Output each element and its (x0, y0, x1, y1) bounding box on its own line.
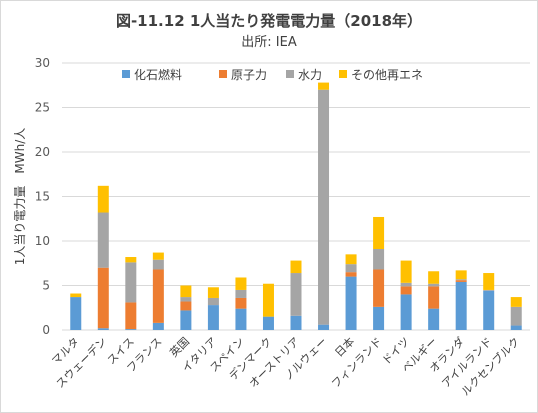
gridlines (62, 62, 530, 331)
bar-segment-3 (180, 297, 192, 302)
legend: 化石燃料 原子力 水力 その他再エネ (122, 67, 423, 82)
bar-segment-1 (510, 325, 522, 330)
y-tick-labels: 0 5 10 15 20 25 30 (35, 56, 50, 337)
legend-swatch (219, 70, 227, 78)
bar-segment-4 (455, 270, 467, 280)
y-tick-label: 0 (42, 323, 50, 337)
y-axis-label: 1人当り電力量 MWh/人 (13, 128, 27, 266)
bars (70, 82, 522, 330)
bar-segment-1 (318, 324, 330, 330)
legend-swatch (286, 70, 294, 78)
bar-segment-1 (455, 281, 467, 330)
bar-segment-3 (373, 249, 385, 270)
bar-segment-1 (428, 308, 440, 330)
bar-segment-4 (97, 185, 109, 213)
bar-segment-3 (345, 264, 357, 273)
bar-segment-3 (125, 262, 137, 303)
bar-segment-2 (152, 269, 164, 323)
bar-segment-1 (125, 329, 137, 330)
bar-segment-1 (70, 297, 82, 330)
bar-segment-3 (235, 289, 247, 298)
bar-segment-1 (345, 276, 357, 330)
chart-subtitle: 出所: IEA (241, 35, 297, 50)
bar-segment-3 (428, 283, 440, 287)
bar-segment-4 (318, 82, 330, 90)
bar-segment-4 (125, 257, 137, 263)
legend-swatch (122, 70, 130, 78)
bar-segment-4 (235, 277, 247, 290)
y-tick-label: 10 (35, 234, 50, 248)
bar-segment-3 (510, 306, 522, 326)
bar-segment-4 (400, 260, 412, 283)
bar-segment-1 (373, 306, 385, 330)
bar-segment-1 (235, 308, 247, 330)
bar-segment-1 (97, 328, 109, 330)
bar-segment-1 (290, 315, 302, 330)
bar-segment-3 (318, 89, 330, 325)
y-tick-label: 20 (35, 145, 50, 159)
category-label: フィンランド (329, 335, 385, 391)
bar-segment-1 (262, 316, 274, 330)
bar-segment-2 (428, 286, 440, 309)
y-tick-label: 25 (35, 101, 50, 115)
bar-segment-4 (290, 260, 302, 274)
bar-segment-3 (207, 297, 219, 306)
bar-segment-3 (290, 273, 302, 316)
bar-segment-2 (373, 269, 385, 307)
bar-segment-2 (455, 280, 467, 282)
bar-segment-4 (152, 252, 164, 260)
legend-label: 水力 (298, 68, 322, 82)
bar-segment-4 (510, 297, 522, 307)
legend-label: その他再エネ (351, 68, 423, 82)
bar-segment-2 (180, 301, 192, 311)
legend-label: 原子力 (231, 68, 267, 82)
y-tick-label: 5 (42, 279, 50, 293)
bar-segment-2 (345, 272, 357, 277)
bar-segment-2 (235, 297, 247, 309)
bar-segment-1 (400, 294, 412, 330)
bar-segment-4 (70, 293, 82, 298)
bar-segment-2 (125, 302, 137, 330)
bar-segment-3 (400, 282, 412, 287)
bar-segment-1 (483, 290, 495, 330)
bar-segment-1 (180, 310, 192, 330)
bar-segment-3 (455, 279, 467, 281)
bar-segment-4 (373, 216, 385, 250)
y-tick-label: 15 (35, 190, 50, 204)
bar-segment-4 (207, 287, 219, 298)
chart-title: 図-11.12 1人当たり発電電力量（2018年） (115, 12, 423, 30)
bar-segment-4 (180, 285, 192, 298)
legend-swatch (339, 70, 347, 78)
bar-segment-3 (483, 289, 495, 291)
y-tick-label: 30 (35, 56, 50, 70)
bar-segment-1 (152, 322, 164, 330)
bar-segment-4 (483, 273, 495, 290)
bar-segment-2 (400, 286, 412, 295)
bar-segment-2 (97, 267, 109, 329)
bar-segment-4 (428, 271, 440, 284)
legend-label: 化石燃料 (134, 67, 182, 82)
bar-segment-1 (207, 305, 219, 330)
bar-segment-3 (97, 212, 109, 268)
bar-segment-4 (262, 283, 274, 317)
bar-segment-4 (345, 254, 357, 265)
bar-segment-3 (152, 259, 164, 270)
